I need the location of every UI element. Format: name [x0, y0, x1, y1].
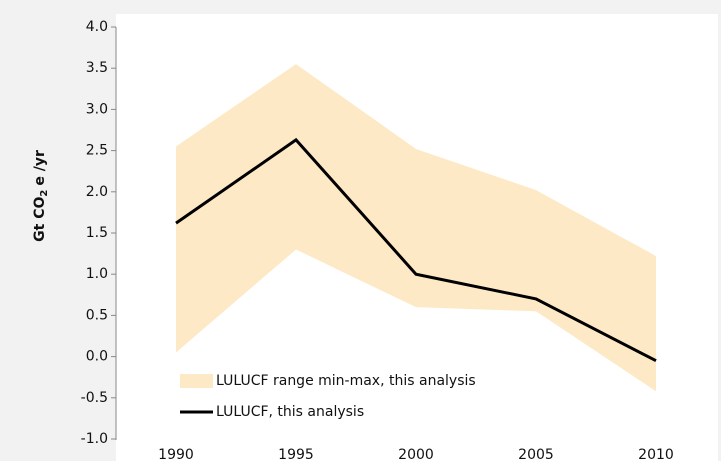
y-tick-label: 1.0 — [86, 266, 108, 282]
legend-label: LULUCF, this analysis — [216, 404, 364, 420]
y-tick-label: 0.0 — [86, 349, 108, 365]
legend-swatch — [180, 374, 213, 388]
y-tick-label: 1.5 — [86, 225, 108, 241]
x-tick-label: 2000 — [398, 447, 434, 461]
y-tick-label: -1.0 — [81, 431, 108, 447]
y-tick-label: 4.0 — [86, 19, 108, 35]
y-label-rest: e /yr — [32, 150, 48, 186]
legend-label: LULUCF range min-max, this analysis — [216, 373, 476, 389]
y-tick-label: 0.5 — [86, 307, 108, 323]
x-tick-label: 1995 — [278, 447, 314, 461]
y-label-text: Gt CO — [32, 197, 48, 242]
y-label-sub: 2 — [39, 190, 50, 197]
x-tick-label: 2010 — [638, 447, 674, 461]
y-axis-label: Gt CO2 e /yr — [32, 150, 50, 242]
line — [175, 137, 657, 363]
y-tick-label: -0.5 — [81, 390, 108, 406]
range-area — [176, 64, 656, 392]
x-tick-label: 1990 — [158, 447, 194, 461]
y-tick-label: 2.5 — [86, 143, 108, 159]
y-tick-label: 3.0 — [86, 101, 108, 117]
x-tick-label: 2005 — [518, 447, 554, 461]
y-tick-label: 3.5 — [86, 60, 108, 76]
y-tick-label: 2.0 — [86, 184, 108, 200]
